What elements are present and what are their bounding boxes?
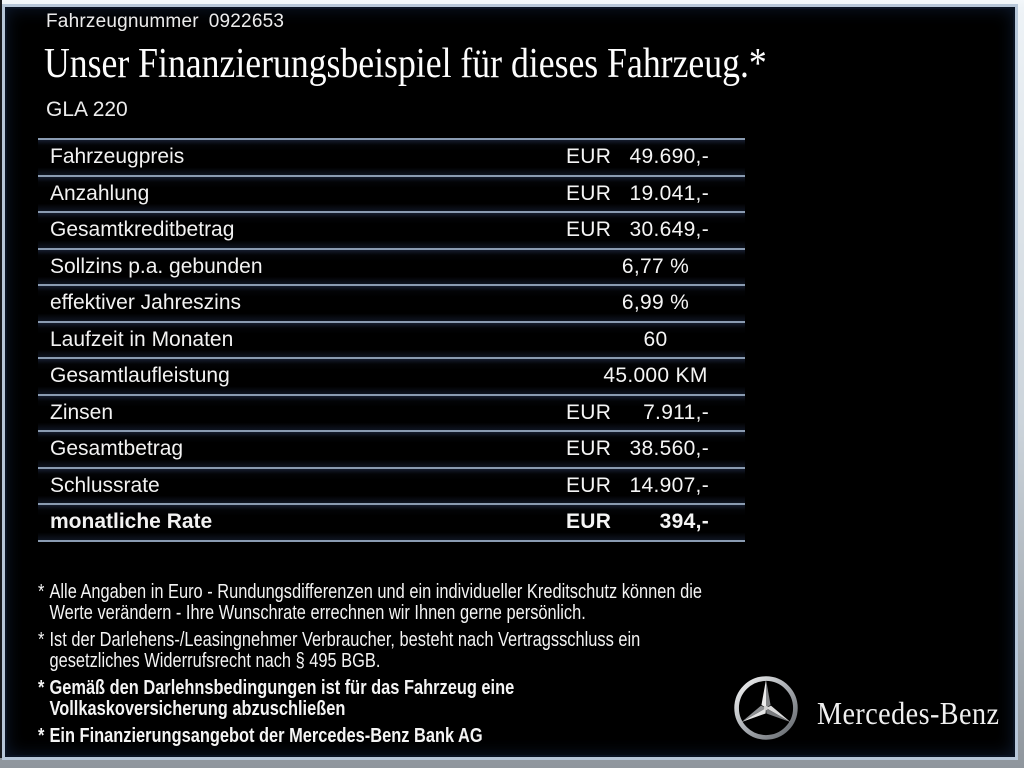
row-label: Zinsen xyxy=(50,400,114,424)
footnote-text: Ein Finanzierungsangebot der Mercedes-Be… xyxy=(49,726,482,747)
model-name: GLA 220 xyxy=(46,98,128,121)
row-value: EUR 49.690,- xyxy=(566,140,745,175)
row-label: Gesamtlaufleistung xyxy=(50,364,230,388)
row-label: Gesamtbetrag xyxy=(50,437,184,461)
table-row: Schlussrate EUR 14.907,- xyxy=(38,468,745,505)
table-row: Gesamtlaufleistung 45.000 KM xyxy=(38,359,745,396)
currency-label: EUR xyxy=(566,145,612,169)
footnote-marker: * xyxy=(38,581,45,603)
footnote: * Gemäß den Darlehnsbedingungen ist für d… xyxy=(38,678,743,720)
footnote-line: Vollkaskoversicherung abzuschließen xyxy=(49,698,346,720)
table-row: Gesamtkreditbetrag EUR 30.649,- xyxy=(38,213,745,250)
row-value: EUR 19.041,- xyxy=(566,177,745,212)
finance-offer-panel: Fahrzeugnummer 0922653 Unser Finanzierung… xyxy=(2,4,1018,760)
table-row: Laufzeit in Monaten 60 xyxy=(38,322,745,359)
row-value: EUR 7.911,- xyxy=(566,396,745,431)
amount: 6,77 % xyxy=(621,254,690,278)
page-title: Unser Finanzierungsbeispiel für dieses F… xyxy=(44,41,767,87)
footnotes: * Alle Angaben in Euro - Rundungsdifferen… xyxy=(38,582,898,753)
footnote-line: Werte verändern - Ihre Wunschrate errech… xyxy=(49,602,586,624)
row-label: effektiver Jahreszins xyxy=(50,291,242,315)
footnote-text: Alle Angaben in Euro - Rundungsdifferenz… xyxy=(49,582,702,624)
currency-label: EUR xyxy=(566,218,612,242)
footnote-line: Ist der Darlehens-/Leasingnehmer Verbrau… xyxy=(49,629,641,651)
table-row: Zinsen EUR 7.911,- xyxy=(38,395,745,432)
row-label: Sollzins p.a. gebunden xyxy=(50,254,263,278)
row-value: 6,99 % xyxy=(566,286,745,321)
row-value: EUR 30.649,- xyxy=(566,213,745,248)
footnote-line: Ein Finanzierungsangebot der Mercedes-Be… xyxy=(49,725,483,747)
footnote-line: Gemäß den Darlehnsbedingungen ist für da… xyxy=(49,677,515,699)
footnote-line: Alle Angaben in Euro - Rundungsdifferenz… xyxy=(49,581,702,603)
amount: 30.649,- xyxy=(629,218,709,242)
amount: 45.000 KM xyxy=(603,364,708,388)
amount: 38.560,- xyxy=(629,437,709,461)
row-value: 60 xyxy=(566,323,745,358)
footnote: * Alle Angaben in Euro - Rundungsdifferen… xyxy=(38,582,743,624)
row-label: Laufzeit in Monaten xyxy=(50,327,234,351)
amount: 60 xyxy=(643,327,668,351)
amount: 7.911,- xyxy=(643,400,709,424)
footnote-text: Gemäß den Darlehnsbedingungen ist für da… xyxy=(49,678,514,720)
amount: 49.690,- xyxy=(629,145,709,169)
row-value: 6,77 % xyxy=(566,250,745,285)
currency-label: EUR xyxy=(566,400,612,424)
currency-label: EUR xyxy=(566,437,612,461)
row-value: EUR 394,- xyxy=(566,505,745,540)
row-label: Anzahlung xyxy=(50,181,150,205)
row-label: Gesamtkreditbetrag xyxy=(50,218,235,242)
vehicle-number: Fahrzeugnummer 0922653 xyxy=(46,11,284,33)
amount: 394,- xyxy=(659,510,709,534)
row-value: EUR 38.560,- xyxy=(566,432,745,467)
footnote-marker: * xyxy=(38,677,45,699)
table-row: Sollzins p.a. gebunden 6,77 % xyxy=(38,249,745,286)
table-row: monatliche Rate EUR 394,- xyxy=(38,505,745,542)
table-row: effektiver Jahreszins 6,99 % xyxy=(38,286,745,323)
row-value: EUR 14.907,- xyxy=(566,469,745,504)
screen-edge xyxy=(0,0,2,758)
table-row: Gesamtbetrag EUR 38.560,- xyxy=(38,432,745,469)
amount: 19.041,- xyxy=(629,181,709,205)
footnote-marker: * xyxy=(38,629,45,651)
mercedes-wordmark: Mercedes-Benz xyxy=(817,695,1000,731)
footnote: * Ist der Darlehens-/Leasingnehmer Verbra… xyxy=(38,630,743,672)
table-row: Fahrzeugpreis EUR 49.690,- xyxy=(38,140,745,177)
vehicle-number-label: Fahrzeugnummer xyxy=(46,11,199,32)
currency-label: EUR xyxy=(566,181,612,205)
currency-label: EUR xyxy=(566,473,612,497)
footnote-text: Ist der Darlehens-/Leasingnehmer Verbrau… xyxy=(49,630,640,672)
row-label: Schlussrate xyxy=(50,473,160,497)
finance-table: Fahrzeugpreis EUR 49.690,- Anzahlung EUR 19.0… xyxy=(38,138,745,542)
row-label: Fahrzeugpreis xyxy=(50,145,185,169)
amount: 14.907,- xyxy=(629,473,709,497)
footnote-marker: * xyxy=(38,725,45,747)
footnote-line: gesetzliches Widerrufsrecht nach § 495 B… xyxy=(49,650,381,672)
row-label: monatliche Rate xyxy=(50,510,213,534)
vehicle-number-value: 0922653 xyxy=(208,11,285,32)
table-row: Anzahlung EUR 19.041,- xyxy=(38,176,745,213)
currency-label: EUR xyxy=(566,510,612,534)
row-value: 45.000 KM xyxy=(566,359,745,394)
footnote: * Ein Finanzierungsangebot der Mercedes-B… xyxy=(38,726,743,747)
amount: 6,99 % xyxy=(621,291,690,315)
mercedes-star-icon xyxy=(734,676,798,740)
